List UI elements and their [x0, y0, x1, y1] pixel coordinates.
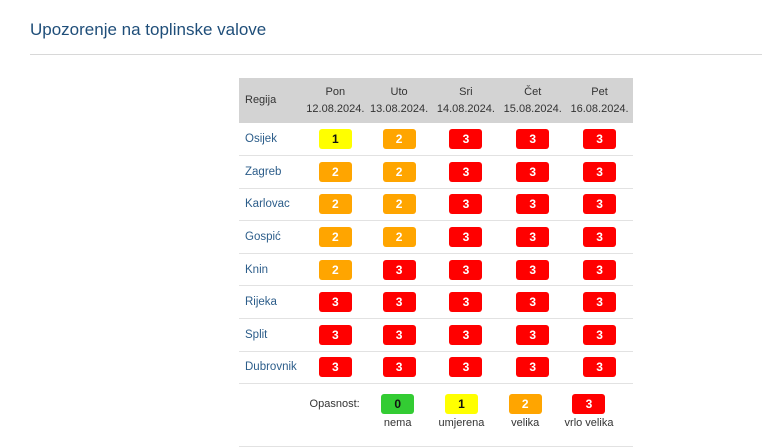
table-row: Osijek 1 2 3 3 3: [239, 123, 633, 156]
warning-level-badge: 3: [583, 227, 617, 248]
warning-level-badge: 2: [382, 227, 416, 248]
warning-level-badge: 3: [516, 227, 550, 248]
table-row: Rijeka 3 3 3 3 3: [239, 286, 633, 319]
legend-badge: 0: [381, 394, 415, 415]
legend-text: vrlo velika: [564, 417, 614, 430]
warning-level-badge: 3: [516, 259, 550, 280]
day-column-header: Pet 16.08.2024.: [570, 85, 629, 115]
legend-item: 3 vrlo velika: [559, 394, 619, 429]
day-column-header: Uto 13.08.2024.: [370, 85, 429, 115]
table-row: Split 3 3 3 3 3: [239, 319, 633, 352]
legend-badge: 1: [444, 394, 478, 415]
warning-level-badge: 2: [318, 227, 352, 248]
table-row: Zagreb 2 2 3 3 3: [239, 156, 633, 189]
warning-level-badge: 3: [449, 227, 483, 248]
heatwave-table: Regija Pon 12.08.2024. Uto 13.08.2024. Sri…: [239, 78, 633, 447]
warning-level-badge: 3: [382, 259, 416, 280]
legend-items: 0 nema 1 umjerena 2 velika 3 vrlo velika: [366, 394, 633, 429]
warning-level-badge: 3: [583, 357, 617, 378]
legend-label: Opasnost:: [309, 398, 360, 411]
warning-level-badge: 3: [449, 194, 483, 215]
warning-level-badge: 3: [449, 292, 483, 313]
warning-level-badge: 3: [516, 357, 550, 378]
warning-level-badge: 3: [583, 324, 617, 345]
warning-level-badge: 2: [318, 161, 352, 182]
legend-item: 2 velika: [495, 394, 555, 429]
legend-badge: 2: [508, 394, 542, 415]
warning-level-badge: 3: [382, 357, 416, 378]
warning-level-badge: 2: [382, 129, 416, 150]
warning-level-badge: 3: [318, 292, 352, 313]
title-divider: [30, 54, 762, 55]
table-row: Karlovac 2 2 3 3 3: [239, 188, 633, 221]
warning-level-badge: 3: [516, 161, 550, 182]
warning-level-badge: 3: [516, 292, 550, 313]
region-name[interactable]: Karlovac: [245, 198, 290, 211]
legend-item: 0 nema: [368, 394, 428, 429]
region-name[interactable]: Gospić: [245, 231, 281, 244]
warning-level-badge: 3: [382, 324, 416, 345]
legend-item: 1 umjerena: [431, 394, 491, 429]
day-column-header: Pon 12.08.2024.: [306, 85, 365, 115]
legend-text: nema: [383, 417, 412, 430]
region-name[interactable]: Split: [245, 328, 268, 341]
warning-level-badge: 3: [318, 324, 352, 345]
warning-level-badge: 3: [583, 259, 617, 280]
warning-level-badge: 2: [318, 259, 352, 280]
warning-level-badge: 3: [382, 292, 416, 313]
warning-level-badge: 3: [583, 161, 617, 182]
warning-level-badge: 3: [449, 259, 483, 280]
warning-level-badge: 3: [449, 129, 483, 150]
legend-text: velika: [511, 417, 540, 430]
warning-level-badge: 3: [516, 194, 550, 215]
region-name[interactable]: Knin: [245, 263, 269, 276]
day-column-header: Sri 14.08.2024.: [436, 85, 495, 115]
region-name[interactable]: Osijek: [245, 133, 277, 146]
table-row: Gospić 2 2 3 3 3: [239, 221, 633, 254]
legend-text: umjerena: [438, 417, 485, 430]
warning-level-badge: 3: [583, 194, 617, 215]
region-name[interactable]: Dubrovnik: [245, 361, 297, 374]
warning-level-badge: 3: [449, 161, 483, 182]
region-name[interactable]: Rijeka: [245, 296, 277, 309]
table-body: Osijek 1 2 3 3 3 Zagreb 2 2 3 3 3 Karlovac 2 2 3 3 3 Gospi…: [239, 123, 633, 384]
warning-level-badge: 1: [318, 129, 352, 150]
warning-level-badge: 3: [318, 357, 352, 378]
warning-level-badge: 2: [382, 161, 416, 182]
warning-level-badge: 3: [449, 357, 483, 378]
day-column-header: Čet 15.08.2024.: [503, 85, 562, 115]
warning-level-badge: 3: [516, 324, 550, 345]
warning-level-badge: 3: [583, 129, 617, 150]
region-name[interactable]: Zagreb: [245, 165, 282, 178]
region-column-header: Regija: [245, 94, 277, 106]
warning-level-badge: 3: [516, 129, 550, 150]
legend-badge: 3: [572, 394, 606, 415]
table-header-row: Regija Pon 12.08.2024. Uto 13.08.2024. Sri…: [239, 78, 633, 123]
warning-level-badge: 2: [382, 194, 416, 215]
table-row: Dubrovnik 3 3 3 3 3: [239, 351, 633, 384]
legend-row: Opasnost: 0 nema 1 umjerena 2 velika 3 vrlo vel…: [239, 384, 633, 447]
warning-level-badge: 3: [583, 292, 617, 313]
warning-level-badge: 3: [449, 324, 483, 345]
warning-level-badge: 2: [318, 194, 352, 215]
table-row: Knin 2 3 3 3 3: [239, 253, 633, 286]
page-title: Upozorenje na toplinske valove: [30, 20, 267, 39]
